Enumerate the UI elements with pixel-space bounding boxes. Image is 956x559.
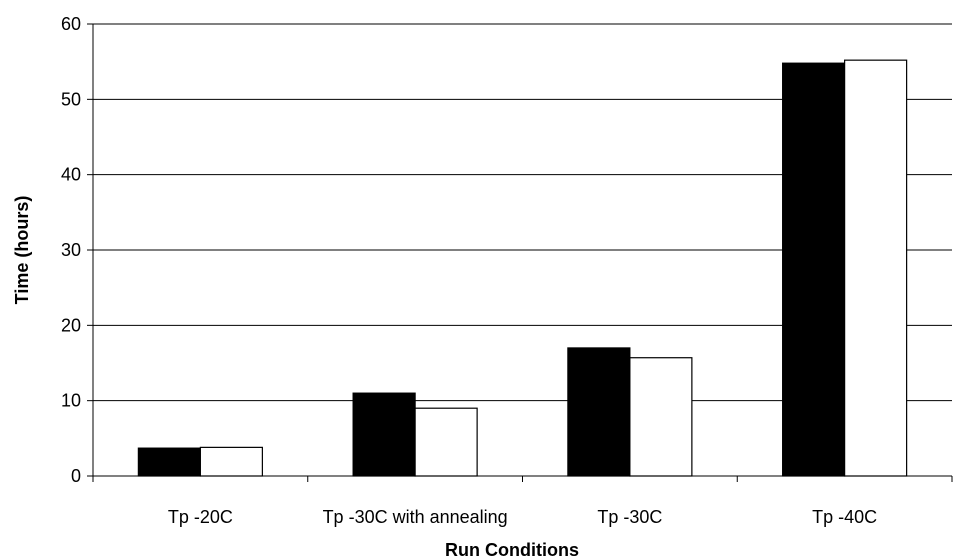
- y-tick-label: 10: [61, 391, 81, 411]
- y-tick-label: 30: [61, 240, 81, 260]
- bar-series2-1: [199, 446, 263, 477]
- y-tick-label: 20: [61, 315, 81, 335]
- x-category-label: Tp -30C with annealing: [323, 507, 508, 527]
- x-category-label: Tp -40C: [812, 507, 877, 527]
- bar-series1-3: [567, 347, 631, 477]
- bars: [137, 59, 908, 477]
- x-category-label: Tp -20C: [168, 507, 233, 527]
- bar-series1-2: [352, 392, 416, 477]
- y-tick-labels: 0 10 20 30 40 50 60: [61, 14, 93, 486]
- y-tick-label: 0: [71, 466, 81, 486]
- bar-series1-4: [782, 62, 846, 477]
- bar-series2-3: [629, 357, 693, 477]
- x-category-label: Tp -30C: [597, 507, 662, 527]
- x-category-labels: Tp -20C Tp -30C with annealing Tp -30C Tp -…: [92, 476, 953, 527]
- y-tick-label: 60: [61, 14, 81, 34]
- bar-series2-2: [414, 407, 478, 477]
- bar-series2-4: [844, 59, 908, 477]
- y-tick-label: 40: [61, 165, 81, 185]
- bar-series1-1: [137, 447, 201, 477]
- y-axis-title: Time (hours): [12, 196, 32, 305]
- x-axis-title: Run Conditions: [445, 540, 579, 559]
- y-tick-label: 50: [61, 89, 81, 109]
